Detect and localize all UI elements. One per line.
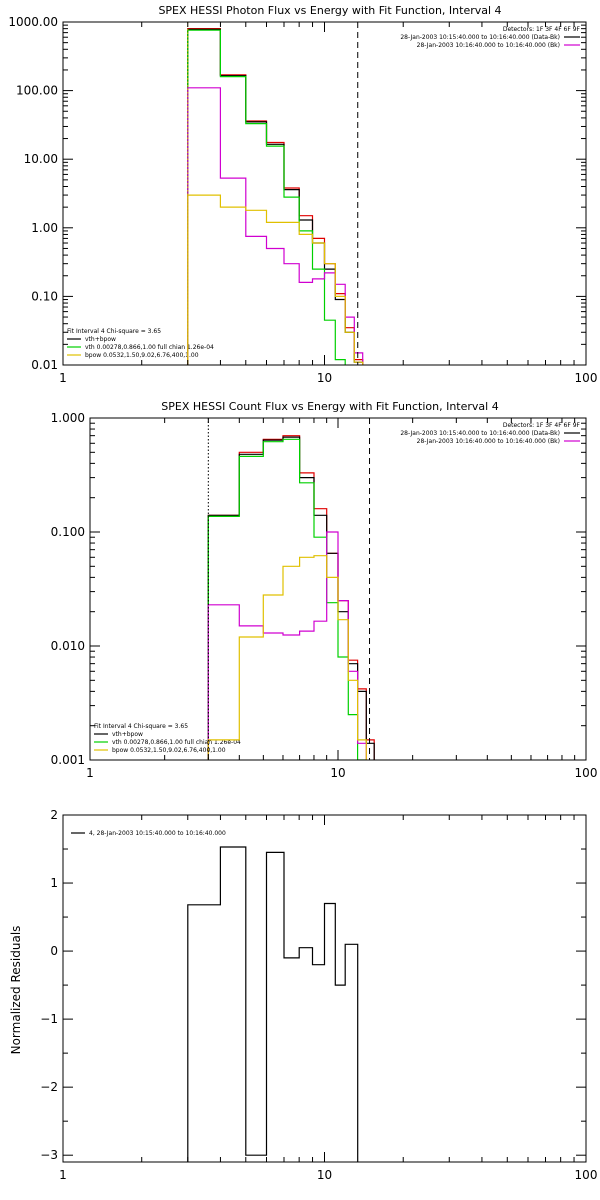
residuals-x-tick-label: 10 <box>317 1168 332 1182</box>
photon-legend-tr-text: 28-Jan-2003 10:15:40.000 to 10:16:40.000… <box>400 34 560 41</box>
photon-legend-tr-text: Detectors: 1F 3F 4F 6F 9F <box>503 26 581 33</box>
count-x-tick-label: 100 <box>575 766 598 780</box>
photon-vline-layer <box>187 22 359 365</box>
count-y-tick-label: 0.010 <box>51 639 85 653</box>
count-legend-tr-text: 28-Jan-2003 10:15:40.000 to 10:16:40.000… <box>400 430 560 437</box>
photon-x-tick-label: 100 <box>575 371 598 385</box>
count-axis-layer: 1 10 100 0.001 0.010 0.100 1.000 <box>51 411 598 780</box>
photon-y-tick-label: 0.10 <box>31 289 58 303</box>
count-legend-bl-text: vth+bpow <box>112 731 143 738</box>
residuals-x-tick-label: 100 <box>575 1168 598 1182</box>
residuals-legend: 4, 28-Jan-2003 10:15:40.000 to 10:16:40.… <box>71 830 226 837</box>
photon-y-tick-label: 1000.00 <box>8 15 58 29</box>
count-x-tick-label: 10 <box>330 766 345 780</box>
photon-flux-panel: SPEX HESSI Photon Flux vs Energy with Fi… <box>8 4 597 385</box>
photon-series-bpow2 <box>187 194 364 365</box>
photon-y-tick-label: 1.00 <box>31 221 58 235</box>
residuals-series-residuals <box>187 846 359 1162</box>
count-y-tick-label: 1.000 <box>51 411 85 425</box>
residuals-y-tick-label: −3 <box>40 1148 58 1162</box>
residuals-y-tick-label: 0 <box>50 944 58 958</box>
residuals-axis-layer: 1 10 100 −3 −2 −1 0 1 2 <box>40 808 597 1182</box>
count-x-tick-label: 1 <box>86 766 94 780</box>
count-series-layer <box>207 435 375 760</box>
photon-axis-layer: 1 10 100 0.01 0.10 1.00 10.00 100.00 1000.00 <box>8 15 597 385</box>
photon-y-tick-label: 0.01 <box>31 358 58 372</box>
count-legend-bottom-left: Fit Interval 4 Chi-square = 3.65vth+bpow… <box>94 723 241 754</box>
photon-legend-bl-header: Fit Interval 4 Chi-square = 3.65 <box>67 328 161 335</box>
count-series-bpow <box>207 531 367 760</box>
photon-series-bpow <box>187 87 364 365</box>
count-legend-bl-header: Fit Interval 4 Chi-square = 3.65 <box>94 723 188 730</box>
residuals-x-tick-label: 1 <box>59 1168 67 1182</box>
count-legend-bl-text: vth 0.00278,0.866,1.00 full chian 1.26e-… <box>112 739 241 746</box>
residuals-series-layer <box>187 846 359 1162</box>
count-y-tick-label: 0.100 <box>51 525 85 539</box>
count-series-bpow2 <box>207 555 367 760</box>
photon-legend-bl-text: vth+bpow <box>85 336 116 343</box>
photon-legend-tr-text: 28-Jan-2003 10:16:40.000 to 10:16:40.000… <box>417 42 560 49</box>
count-y-tick-label: 0.001 <box>51 753 85 767</box>
photon-y-tick-label: 100.00 <box>16 84 58 98</box>
residuals-y-tick-label: 2 <box>50 808 58 822</box>
photon-legend-bl-text: vth 0.00278,0.866,1.00 full chian 1.26e-… <box>85 344 214 351</box>
photon-legend-bl-text: bpow 0.0532,1.50,9.02,6.76,400,1.00 <box>85 352 199 359</box>
residuals-y-tick-label: 1 <box>50 876 58 890</box>
photon-x-tick-label: 1 <box>59 371 67 385</box>
count-legend-tr-text: 28-Jan-2003 10:16:40.000 to 10:16:40.000… <box>417 438 560 445</box>
count-series-vth <box>207 438 367 760</box>
count-chart-title: SPEX HESSI Count Flux vs Energy with Fit… <box>161 400 498 413</box>
residuals-y-axis-label: Normalized Residuals <box>9 926 23 1055</box>
count-legend-bl-text: bpow 0.0532,1.50,9.02,6.76,400,1.00 <box>112 747 226 754</box>
photon-x-tick-label: 10 <box>317 371 332 385</box>
residuals-y-tick-label: −1 <box>40 1012 58 1026</box>
photon-legend-bottom-left: Fit Interval 4 Chi-square = 3.65vth+bpow… <box>67 328 214 359</box>
count-vline-layer <box>207 418 371 760</box>
residuals-y-tick-label: −2 <box>40 1080 58 1094</box>
photon-chart-title: SPEX HESSI Photon Flux vs Energy with Fi… <box>158 4 501 17</box>
count-legend-tr-text: Detectors: 1F 3F 4F 6F 9F <box>503 422 581 429</box>
residuals-panel: Normalized Residuals 4, 28-Jan-2003 10:1… <box>9 808 597 1182</box>
count-flux-panel: SPEX HESSI Count Flux vs Energy with Fit… <box>51 400 598 780</box>
photon-y-tick-label: 10.00 <box>24 152 58 166</box>
residuals-legend-tl-text: 4, 28-Jan-2003 10:15:40.000 to 10:16:40.… <box>89 830 226 837</box>
photon-series-layer <box>187 28 364 365</box>
